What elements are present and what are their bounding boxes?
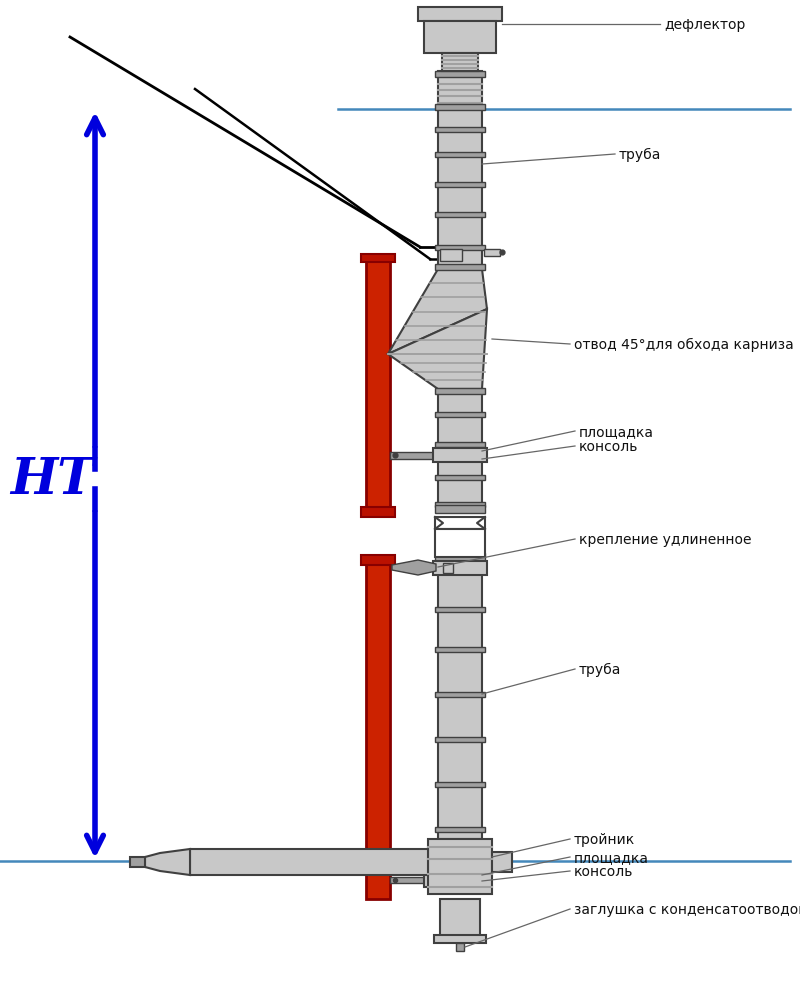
Bar <box>435 647 485 652</box>
Bar <box>366 257 390 513</box>
Bar <box>434 935 486 943</box>
Text: площадка: площадка <box>574 850 649 864</box>
Polygon shape <box>145 849 190 875</box>
Bar <box>390 877 428 883</box>
Bar <box>361 556 395 566</box>
Bar <box>435 264 485 270</box>
Bar <box>435 554 485 562</box>
Bar <box>435 183 485 188</box>
Bar <box>361 254 395 262</box>
Text: заглушка с конденсатоотводом: заглушка с конденсатоотводом <box>574 903 800 916</box>
Bar <box>442 54 478 72</box>
Bar <box>438 72 482 110</box>
Text: консоль: консоль <box>574 864 634 878</box>
Bar <box>435 692 485 698</box>
Bar <box>435 518 485 530</box>
Bar <box>440 900 480 939</box>
Text: труба: труба <box>619 148 662 162</box>
Bar <box>440 249 462 261</box>
Bar <box>435 72 485 78</box>
Bar <box>435 738 485 743</box>
Bar <box>435 475 485 480</box>
Bar <box>435 530 485 558</box>
Text: площадка: площадка <box>579 424 654 438</box>
Bar <box>435 246 485 250</box>
Text: тройник: тройник <box>574 832 635 846</box>
Bar <box>390 452 438 459</box>
Text: дефлектор: дефлектор <box>664 18 746 32</box>
Bar <box>438 575 482 839</box>
Bar <box>366 560 390 900</box>
Bar <box>130 857 145 867</box>
Bar <box>435 442 485 447</box>
Bar <box>361 508 395 518</box>
Text: отвод 45°для обхода карниза: отвод 45°для обхода карниза <box>574 338 794 352</box>
Bar <box>424 873 488 887</box>
Bar <box>435 128 485 133</box>
Bar <box>428 839 492 894</box>
Bar <box>438 390 482 510</box>
Bar <box>433 562 487 576</box>
Bar <box>435 213 485 218</box>
Polygon shape <box>388 310 487 390</box>
Bar <box>435 503 485 508</box>
Text: HТ: HТ <box>10 455 94 504</box>
Text: труба: труба <box>579 662 622 676</box>
Bar <box>492 852 512 872</box>
Bar <box>418 8 502 22</box>
Polygon shape <box>392 561 436 576</box>
Bar <box>435 389 485 395</box>
Bar <box>435 506 485 514</box>
Bar <box>435 105 485 111</box>
Bar <box>438 110 482 269</box>
Bar <box>435 782 485 787</box>
Polygon shape <box>388 269 487 355</box>
Bar <box>484 249 500 256</box>
Bar <box>424 22 496 54</box>
Text: крепление удлиненное: крепление удлиненное <box>579 533 751 547</box>
Bar <box>435 607 485 612</box>
Bar <box>443 564 453 574</box>
Bar <box>433 448 487 462</box>
Bar <box>435 413 485 417</box>
Bar <box>435 153 485 158</box>
Bar <box>435 827 485 832</box>
Bar <box>190 849 428 875</box>
Text: консоль: консоль <box>579 439 638 453</box>
